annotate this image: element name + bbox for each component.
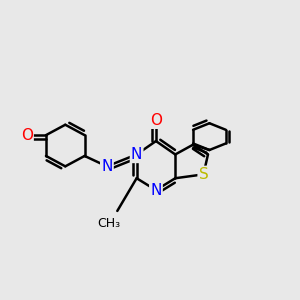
Text: CH₃: CH₃ xyxy=(97,217,120,230)
Text: N: N xyxy=(101,159,112,174)
Text: N: N xyxy=(131,147,142,162)
Text: O: O xyxy=(150,113,162,128)
Text: S: S xyxy=(199,167,208,182)
Text: N: N xyxy=(150,183,162,198)
Text: O: O xyxy=(21,128,33,142)
